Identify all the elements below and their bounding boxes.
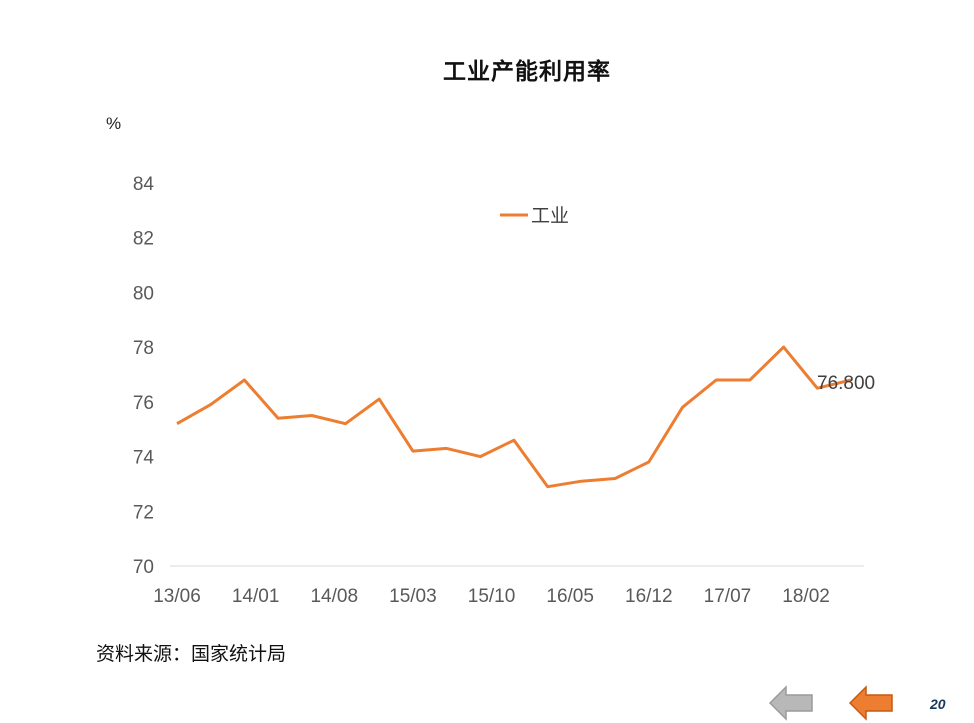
x-tick-label: 14/08 xyxy=(310,586,358,607)
y-tick-label: 70 xyxy=(133,557,154,578)
y-tick-label: 74 xyxy=(133,448,155,469)
legend: 工业 xyxy=(500,205,569,227)
y-axis-unit-label: % xyxy=(106,114,122,133)
x-tick-label: 16/12 xyxy=(625,586,673,607)
prev-page-button[interactable] xyxy=(768,685,814,721)
y-tick-label: 72 xyxy=(133,502,154,523)
source-note: 资料来源：国家统计局 xyxy=(96,644,287,665)
x-tick-label: 15/03 xyxy=(389,586,437,607)
x-tick-label: 16/05 xyxy=(546,586,594,607)
y-tick-label: 78 xyxy=(133,338,154,359)
page-number: 20 xyxy=(930,696,946,712)
y-tick-label: 82 xyxy=(133,229,154,250)
y-axis-ticks: 70 72 74 76 78 80 82 84 xyxy=(133,174,155,578)
y-tick-label: 76 xyxy=(133,393,154,414)
y-tick-label: 80 xyxy=(133,283,154,304)
left-arrow-icon xyxy=(848,685,893,721)
left-arrow-icon xyxy=(768,685,813,721)
next-page-button[interactable] xyxy=(848,685,894,721)
x-axis-ticks: 13/06 14/01 14/08 15/03 15/10 16/05 16/12 17/07… xyxy=(153,586,830,607)
data-label-last: 76.800 xyxy=(817,373,875,394)
x-tick-label: 14/01 xyxy=(232,586,280,607)
x-tick-label: 17/07 xyxy=(704,586,752,607)
chart-title: 工业产能利用率 xyxy=(443,58,611,84)
x-tick-label: 13/06 xyxy=(153,586,201,607)
series-line-gongye xyxy=(176,345,852,489)
x-tick-label: 18/02 xyxy=(782,586,830,607)
y-tick-label: 84 xyxy=(133,174,155,195)
x-tick-label: 15/10 xyxy=(468,586,516,607)
legend-label: 工业 xyxy=(531,205,569,227)
